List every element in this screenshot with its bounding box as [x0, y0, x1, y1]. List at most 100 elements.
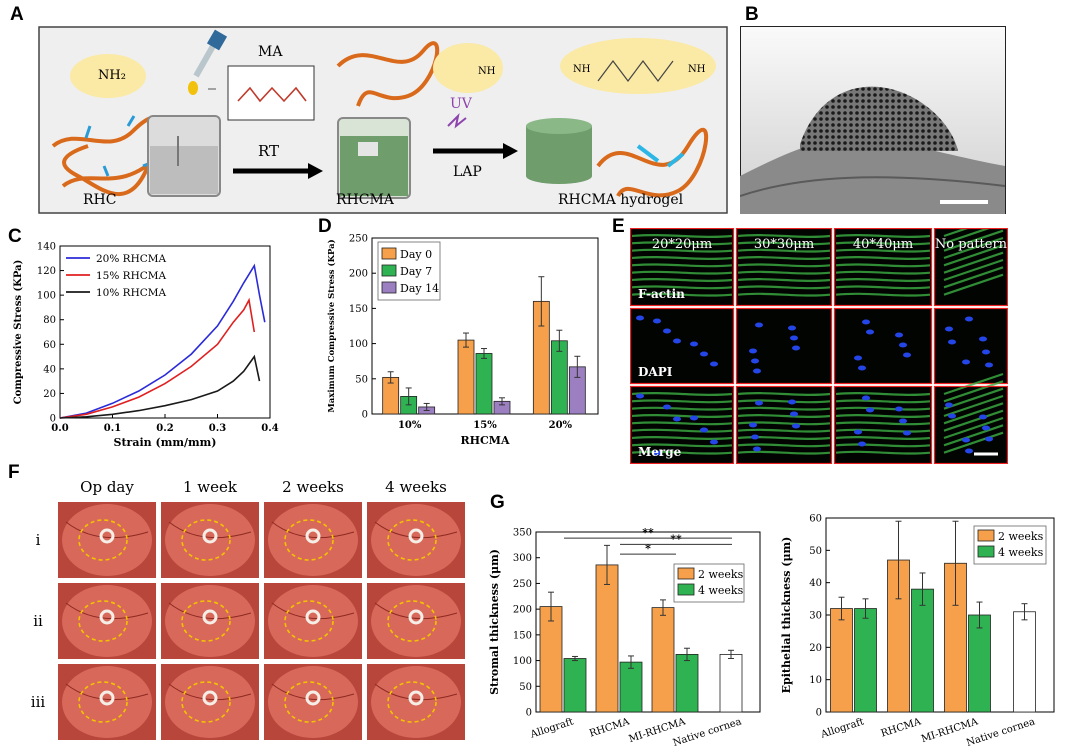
graft-outline: [181, 519, 231, 561]
y-axis-label: Stromal thickness (μm): [488, 549, 501, 695]
uv-bolt-icon: [447, 112, 467, 129]
legend-label: 15% RHCMA: [96, 270, 167, 282]
graft-outline: [78, 600, 128, 642]
significance-marker: **: [670, 532, 682, 545]
eye-photo: [367, 664, 465, 740]
rhcma-chain-icon: [336, 41, 440, 107]
suture-ring: [408, 609, 424, 625]
bar: [619, 661, 643, 713]
category-label: 20%: [549, 420, 573, 431]
beaker-green-icon: [337, 117, 411, 199]
graft-outline: [181, 681, 231, 723]
y-tick-label: 250: [513, 579, 532, 590]
tile-border: [735, 228, 833, 307]
suture-ring: [408, 528, 424, 544]
category-label: 10%: [398, 420, 422, 431]
category-label: 15%: [473, 420, 497, 431]
fluorescence-tile: [630, 308, 734, 384]
column-label: 1 week: [183, 478, 238, 496]
legend-label: Day 0: [400, 248, 432, 261]
y-tick-label: 100: [37, 291, 56, 302]
series-line: [59, 354, 261, 419]
legend-swatch: [677, 583, 695, 596]
bar: [968, 614, 991, 713]
tile-border: [933, 307, 1008, 385]
graft-outline: [387, 600, 437, 642]
tile-border: [630, 385, 735, 464]
y-tick-label: 250: [349, 234, 368, 245]
bar: [830, 608, 853, 713]
category-label: Allograft: [528, 716, 575, 741]
eye-photo: [161, 502, 259, 578]
bar: [539, 606, 563, 713]
series-line: [59, 297, 256, 419]
dropper-icon: [188, 29, 228, 95]
y-tick-label: 100: [513, 656, 532, 667]
legend-label: Day 7: [400, 265, 432, 278]
column-label: Op day: [80, 478, 134, 496]
ma-group-highlight: [433, 43, 503, 93]
y-tick-label: 140: [37, 242, 56, 253]
significance-marker: **: [642, 526, 654, 539]
rhcma-label: RHCMA: [336, 192, 395, 208]
x-tick-label: 0.2: [156, 423, 173, 434]
rhc-label: RHC: [83, 192, 116, 208]
significance-marker: *: [645, 542, 651, 555]
suture-ring: [305, 528, 321, 544]
fluorescence-tile: [934, 228, 1008, 306]
legend-swatch: [677, 567, 695, 580]
y-tick-label: 200: [513, 605, 532, 616]
category-label: RHCMA: [588, 716, 631, 739]
column-label: 2 weeks: [282, 478, 344, 496]
bar: [651, 607, 675, 713]
suture-ring: [305, 609, 321, 625]
fluorescence-tile: [834, 308, 932, 384]
y-axis-label: Epithelial thickness (μm): [780, 537, 793, 694]
nh2-highlight: [70, 54, 146, 98]
legend-label: 4 weeks: [698, 584, 744, 597]
y-axis-label: Compressive Stress (KPa): [13, 260, 24, 405]
bar: [563, 658, 587, 713]
suture-ring: [99, 690, 115, 706]
fluorescence-tile: [736, 308, 832, 384]
fluorescence-tile: [834, 228, 932, 306]
bar: [911, 588, 934, 713]
y-tick-label: 40: [809, 578, 822, 589]
eye-photo: [58, 502, 156, 578]
bar: [457, 339, 475, 415]
graft-outline: [181, 600, 231, 642]
legend-label: 20% RHCMA: [96, 253, 167, 265]
y-tick-label: 0: [816, 708, 822, 719]
legend-label: 2 weeks: [698, 568, 744, 581]
category-label: Allograft: [819, 716, 866, 741]
fluorescence-tile: [934, 372, 1008, 464]
uv-arrow-icon: [503, 143, 518, 159]
graft-outline: [284, 519, 334, 561]
legend-label: 4 weeks: [998, 546, 1044, 559]
legend-swatch: [381, 264, 397, 277]
y-tick-label: 200: [349, 269, 368, 280]
porous-dome: [800, 86, 958, 151]
tile-border: [630, 307, 735, 385]
y-tick-label: 20: [43, 389, 56, 400]
x-tick-label: 0.4: [261, 423, 278, 434]
category-label: RHCMA: [880, 716, 923, 739]
legend-swatch: [381, 247, 397, 260]
uv-label: UV: [450, 96, 473, 112]
panel-e-fluorescence-grid: 20*20μm 30*30μm 40*40μm No pattern F-actin DA…: [630, 228, 1008, 464]
eye-photo: [264, 664, 362, 740]
bar: [475, 353, 493, 415]
lap-label: LAP: [453, 164, 482, 180]
ma-label: MA: [258, 44, 283, 60]
x-axis-label: RHCMA: [460, 434, 509, 447]
legend-label: 2 weeks: [998, 530, 1044, 543]
panel-a-schematic: NH₂ MA RT NH UV LAP NH NH: [38, 26, 728, 214]
panel-b-sem-image: [740, 26, 1006, 214]
nh-label-2: NH: [573, 64, 591, 75]
panel-c-line-chart: 0 20 40 60 80 100 120 140 0.0 0.1 0.2 0.3 0.4 Strain …: [13, 242, 279, 450]
y-tick-label: 0: [362, 410, 368, 421]
y-tick-label: 150: [349, 304, 368, 315]
legend-label: 10% RHCMA: [96, 287, 167, 299]
suture-ring: [202, 528, 218, 544]
